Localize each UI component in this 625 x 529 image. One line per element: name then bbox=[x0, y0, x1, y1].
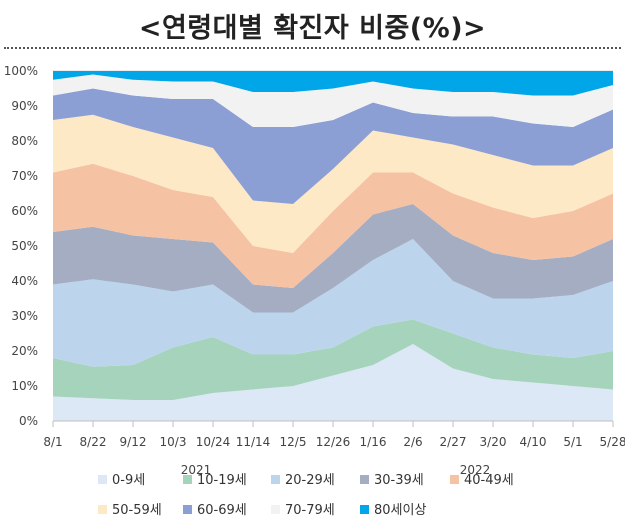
x-tick-label: 12/5 bbox=[280, 435, 307, 449]
y-tick-label: 30% bbox=[11, 309, 38, 323]
legend-swatch bbox=[98, 505, 107, 514]
legend-label: 0-9세 bbox=[112, 473, 145, 488]
legend-label: 80세이상 bbox=[374, 503, 426, 518]
legend: 0-9세 10-19세 20-29세 30-39세 40-49세 50-59세 60-69세… bbox=[98, 473, 514, 518]
x-tick-label: 12/26 bbox=[316, 435, 351, 449]
legend-swatch bbox=[450, 475, 459, 484]
area-series-40-49 bbox=[53, 163, 613, 288]
y-tick-label: 70% bbox=[11, 169, 38, 183]
area-series-30-39 bbox=[53, 204, 613, 313]
x-tick-label: 8/1 bbox=[43, 435, 62, 449]
x-tick-label: 10/24 bbox=[196, 435, 231, 449]
legend-label: 30-39세 bbox=[374, 473, 424, 488]
y-tick-label: 0% bbox=[19, 414, 38, 428]
x-tick-label: 2/6 bbox=[403, 435, 422, 449]
y-axis: 0% 10% 20% 30% 40% 50% 60% 70% 80% 90% 100% bbox=[4, 64, 38, 428]
legend-label: 50-59세 bbox=[112, 503, 162, 518]
legend-item: 0-9세 bbox=[98, 473, 145, 488]
y-tick-label: 100% bbox=[4, 64, 38, 78]
legend-item: 20-29세 bbox=[271, 473, 335, 488]
area-series-20-29 bbox=[53, 239, 613, 367]
legend-item: 10-19세 bbox=[183, 473, 247, 488]
year-label: 2021 bbox=[181, 463, 212, 477]
area-series-10-19 bbox=[53, 319, 613, 400]
legend-item: 60-69세 bbox=[183, 503, 247, 518]
area-series-50-59 bbox=[53, 114, 613, 253]
x-tick-label: 11/14 bbox=[236, 435, 271, 449]
legend-label: 70-79세 bbox=[285, 503, 335, 518]
legend-item: 50-59세 bbox=[98, 503, 162, 518]
x-tick-label: 5/1 bbox=[563, 435, 582, 449]
legend-label: 20-29세 bbox=[285, 473, 335, 488]
y-tick-label: 90% bbox=[11, 99, 38, 113]
legend-item: 70-79세 bbox=[271, 503, 335, 518]
y-tick-label: 80% bbox=[11, 134, 38, 148]
area-series-0-9 bbox=[53, 344, 613, 421]
legend-label: 60-69세 bbox=[197, 503, 247, 518]
stacked-areas bbox=[53, 71, 613, 421]
legend-swatch bbox=[271, 505, 280, 514]
y-tick-label: 50% bbox=[11, 239, 38, 253]
area-series-80 bbox=[53, 71, 613, 96]
area-series-60-69 bbox=[53, 88, 613, 204]
legend-swatch bbox=[271, 475, 280, 484]
legend-label: 10-19세 bbox=[197, 473, 247, 488]
x-tick-label: 1/16 bbox=[360, 435, 387, 449]
x-tick-label: 5/28 bbox=[600, 435, 625, 449]
legend-swatch bbox=[183, 475, 192, 484]
y-tick-label: 20% bbox=[11, 344, 38, 358]
legend-swatch bbox=[360, 475, 369, 484]
legend-swatch bbox=[360, 505, 369, 514]
x-tick-label: 10/3 bbox=[160, 435, 187, 449]
legend-swatch bbox=[183, 505, 192, 514]
year-label: 2022 bbox=[460, 463, 491, 477]
title-divider bbox=[4, 47, 621, 49]
legend-item: 40-49세 bbox=[450, 473, 514, 488]
y-tick-label: 40% bbox=[11, 274, 38, 288]
x-tick-label: 3/20 bbox=[480, 435, 507, 449]
y-tick-label: 60% bbox=[11, 204, 38, 218]
legend-item: 30-39세 bbox=[360, 473, 424, 488]
area-series-70-79 bbox=[53, 74, 613, 127]
x-tick-label: 8/22 bbox=[80, 435, 107, 449]
chart-title: <연령대별 확진자 비중(%)> bbox=[138, 13, 487, 44]
legend-item: 80세이상 bbox=[360, 503, 426, 518]
y-tick-label: 10% bbox=[11, 379, 38, 393]
x-tick-label: 9/12 bbox=[120, 435, 147, 449]
x-tick-label: 4/10 bbox=[520, 435, 547, 449]
x-axis: 8/1 8/22 9/12 10/3 10/24 11/14 12/5 12/26 1/16 2/… bbox=[43, 420, 625, 477]
legend-label: 40-49세 bbox=[464, 473, 514, 488]
legend-swatch bbox=[98, 475, 107, 484]
x-tick-label: 2/27 bbox=[440, 435, 467, 449]
